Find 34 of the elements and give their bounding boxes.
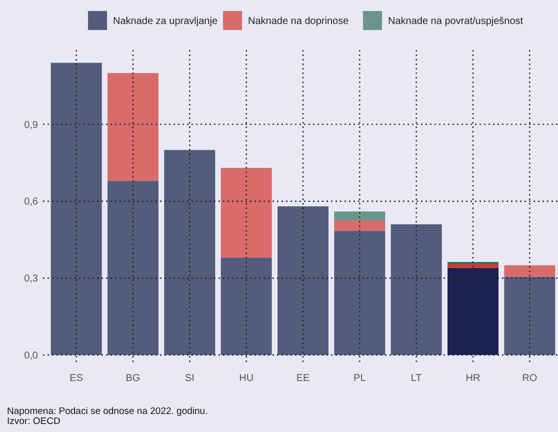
x-tick-label: BG [126,373,140,384]
x-tick-label: SI [184,373,194,384]
legend-label: Naknade na povrat/uspješnost [388,16,524,27]
y-tick-label: 0,9 [24,120,38,131]
x-tick-label: EE [296,373,310,384]
text: Izvor: OECD [7,416,60,427]
x-tick-label: ES [70,373,84,384]
x-tick-label: LT [410,373,422,384]
y-tick-label: 0,3 [24,274,38,285]
bar [108,180,158,355]
bar [504,265,556,277]
bar [334,220,386,231]
legend-label: Naknade na doprinose [248,16,350,27]
bar [448,264,498,268]
bar [334,211,386,220]
bar [220,168,272,258]
x-tick-label: RO [522,373,538,384]
x-tick-label: HR [466,373,480,384]
bar [164,150,216,355]
legend-label: Naknade za upravljanje [113,16,218,27]
bar [448,268,498,355]
bar [334,230,386,355]
bar [448,262,498,264]
bar [108,73,158,181]
y-tick-label: 0,6 [24,196,38,208]
bar [504,276,556,355]
x-tick-label: PL [354,373,366,384]
text: Napomena: Podaci se odnose na 2022. godinu. [7,406,208,417]
bar [390,224,442,355]
bar [278,206,328,355]
bar [220,258,272,355]
bar [50,62,102,355]
x-tick-label: HU [239,373,254,384]
y-tick-label: 0,0 [24,350,38,362]
